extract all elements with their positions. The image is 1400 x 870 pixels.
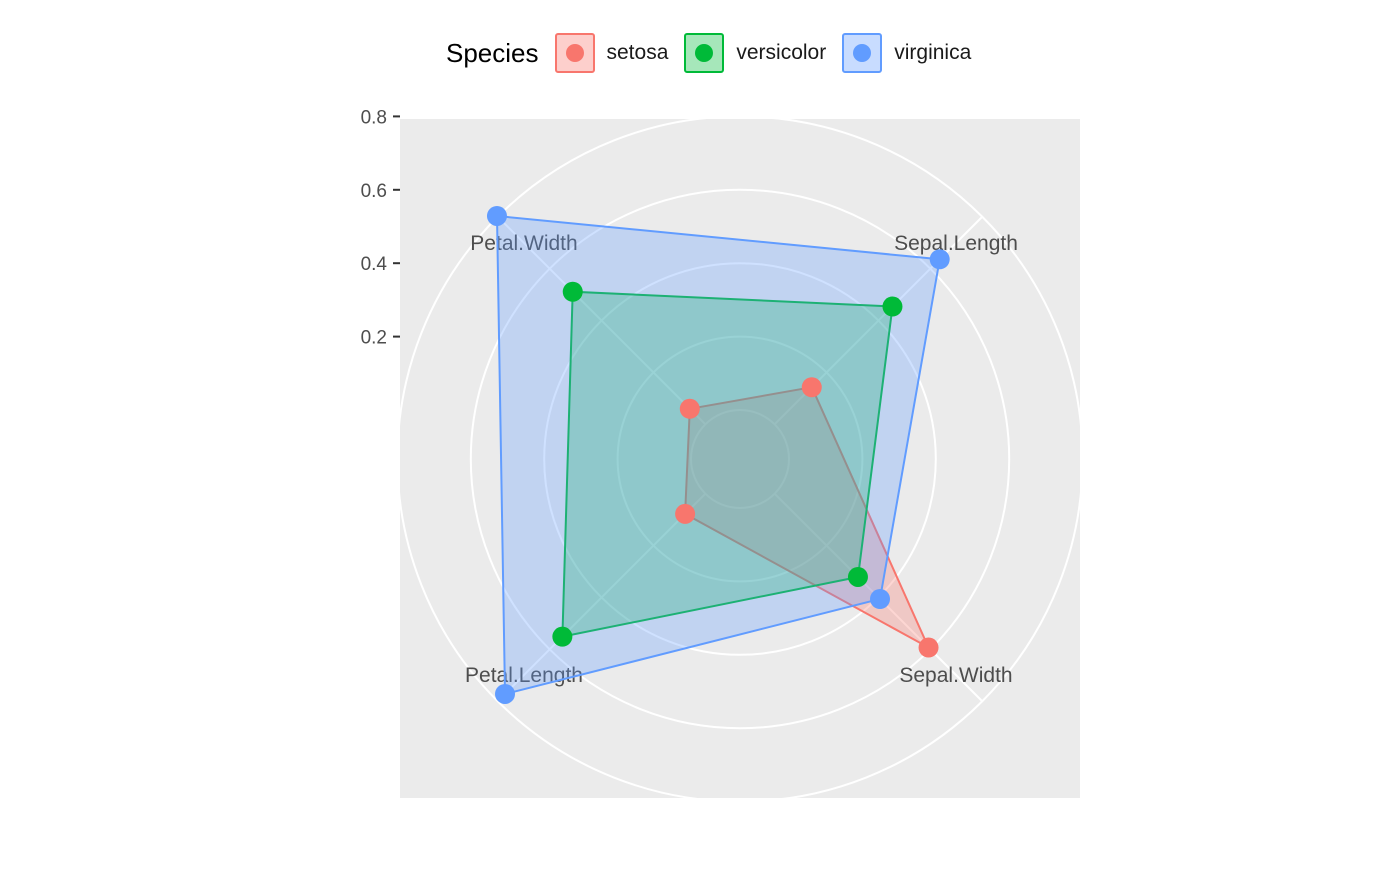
legend-key-setosa — [554, 33, 595, 73]
legend-label-virginica: virginica — [894, 41, 972, 64]
grid-circle-0 — [690, 409, 790, 509]
point-virginica-Petal.Length — [495, 683, 516, 704]
point-virginica-Sepal.Width — [870, 589, 891, 610]
y-tick-label-3: 0.8 — [361, 107, 387, 128]
y-tick-label-2: 0.6 — [361, 181, 387, 202]
grid-circle-1 — [616, 335, 864, 583]
point-setosa-Petal.Length — [675, 503, 696, 524]
series-points — [486, 205, 950, 704]
legend-dot-versicolor — [695, 44, 714, 62]
grid-circle-4 — [396, 115, 1084, 803]
point-virginica-Petal.Width — [486, 205, 507, 226]
y-tick-label-0: 0.2 — [361, 328, 387, 349]
point-versicolor-Sepal.Width — [847, 566, 868, 587]
point-setosa-Sepal.Length — [801, 377, 822, 398]
grid-circle-2 — [543, 262, 937, 656]
point-versicolor-Sepal.Length — [882, 296, 903, 317]
legend: Species setosa versicolor virginica — [446, 28, 987, 78]
legend-key-versicolor — [684, 33, 725, 73]
legend-item-virginica: virginica — [842, 33, 971, 73]
point-virginica-Sepal.Length — [929, 249, 950, 270]
y-tick-label-1: 0.4 — [361, 254, 388, 275]
point-versicolor-Petal.Width — [562, 281, 583, 302]
axis-label-1: Sepal.Width — [899, 664, 1012, 687]
legend-label-setosa: setosa — [606, 41, 669, 64]
legend-item-setosa: setosa — [554, 33, 669, 73]
grid-circle-3 — [469, 188, 1011, 730]
legend-title: Species — [446, 37, 539, 68]
legend-dot-setosa — [565, 44, 584, 62]
legend-key-virginica — [842, 33, 883, 73]
grid-spoke-3 — [497, 216, 707, 426]
grid-spoke-2 — [497, 492, 707, 702]
legend-item-versicolor: versicolor — [684, 33, 826, 73]
point-versicolor-Petal.Length — [552, 626, 573, 647]
point-setosa-Sepal.Width — [918, 637, 939, 658]
legend-label-versicolor: versicolor — [736, 41, 827, 64]
legend-dot-virginica — [853, 44, 872, 62]
series-polygons — [495, 214, 941, 696]
point-setosa-Petal.Width — [679, 398, 700, 419]
axis-label-0: Sepal.Length — [894, 232, 1018, 255]
